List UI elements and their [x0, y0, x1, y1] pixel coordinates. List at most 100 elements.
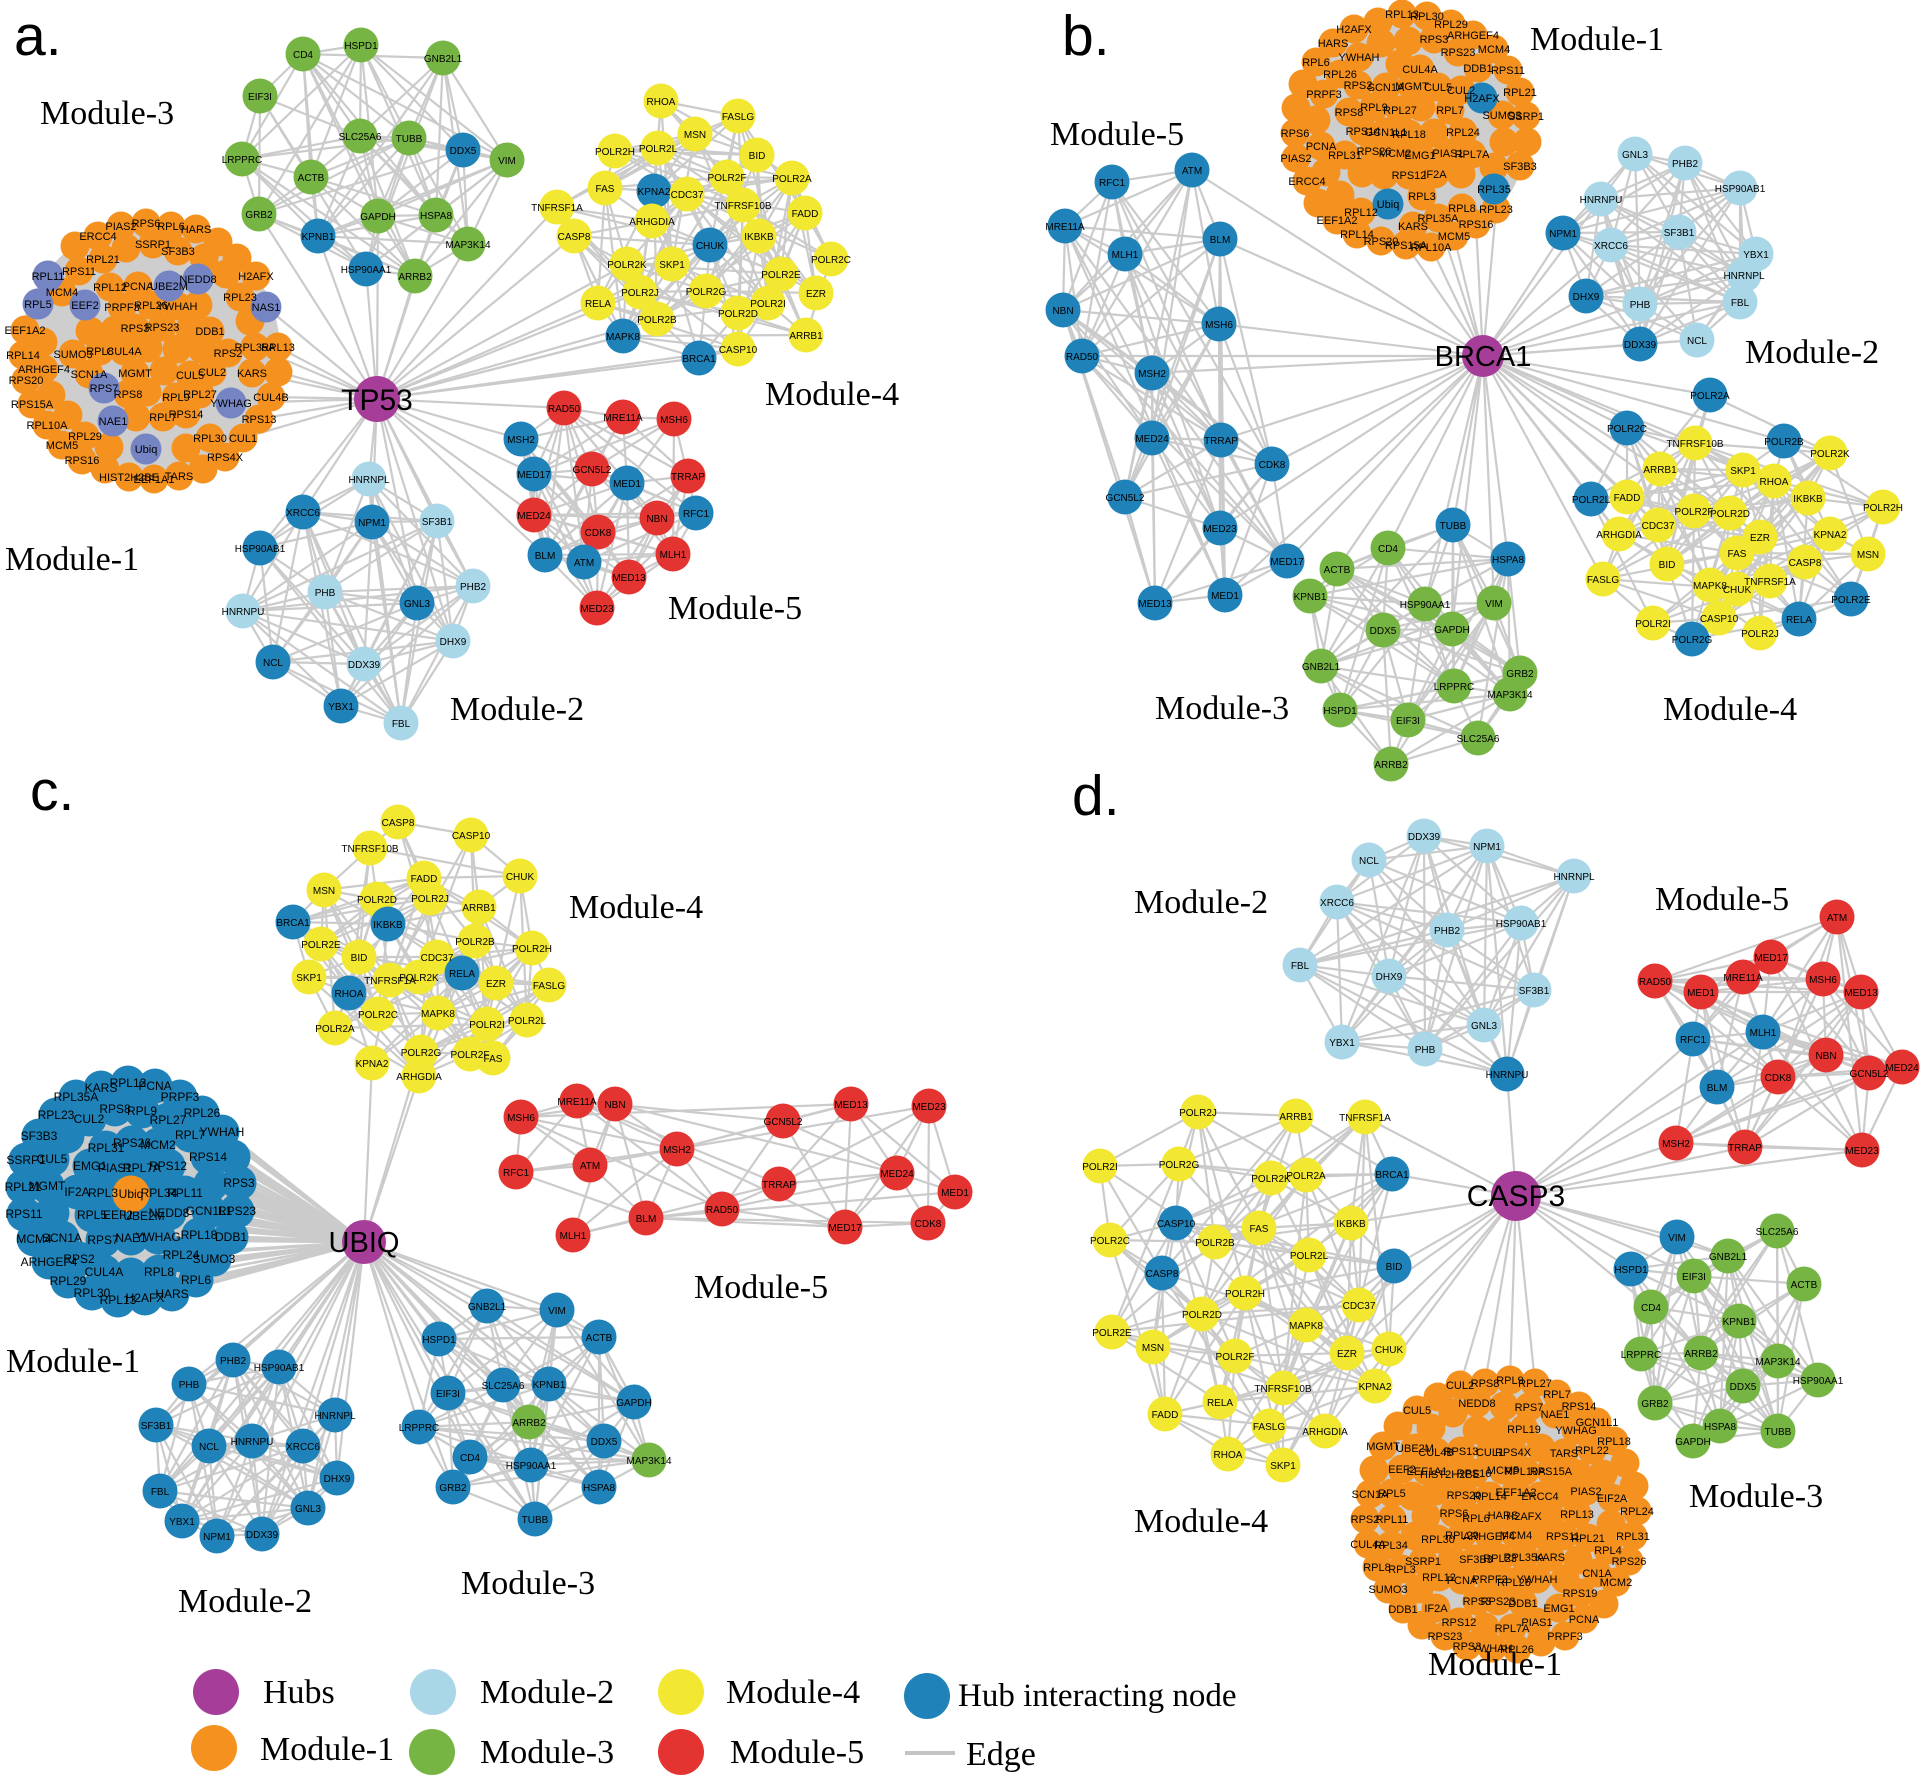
svg-text:KPNA2: KPNA2 [1814, 530, 1847, 541]
svg-text:KPNB1: KPNB1 [533, 1380, 566, 1391]
svg-text:RPS20: RPS20 [9, 375, 44, 387]
svg-text:IF2A: IF2A [1423, 169, 1447, 181]
svg-text:EEF2: EEF2 [103, 1208, 133, 1222]
svg-text:Hub interacting node: Hub interacting node [958, 1678, 1237, 1714]
svg-text:RELA: RELA [1207, 1398, 1233, 1409]
svg-text:RPL34: RPL34 [1374, 1540, 1408, 1552]
svg-text:POLR2A: POLR2A [315, 1024, 355, 1035]
svg-text:GRB2: GRB2 [1506, 669, 1534, 680]
svg-text:BID: BID [351, 953, 368, 964]
svg-text:POLR2B: POLR2B [1764, 437, 1804, 448]
svg-text:KPNB1: KPNB1 [1294, 592, 1327, 603]
svg-text:NPM1: NPM1 [203, 1532, 231, 1543]
svg-text:MCM2: MCM2 [1600, 1577, 1632, 1589]
svg-text:SKP1: SKP1 [1270, 1461, 1296, 1472]
svg-text:RPL10A: RPL10A [1411, 242, 1453, 254]
svg-text:RFC1: RFC1 [1680, 1035, 1707, 1046]
svg-text:MLH1: MLH1 [560, 1231, 587, 1242]
svg-text:IKBKB: IKBKB [373, 920, 403, 931]
svg-text:TNFRSF10B: TNFRSF10B [714, 201, 772, 212]
svg-text:NBN: NBN [1052, 306, 1073, 317]
svg-text:MED23: MED23 [912, 1102, 946, 1113]
svg-text:CUL1: CUL1 [229, 433, 257, 445]
svg-text:TUBB: TUBB [396, 134, 423, 145]
svg-text:RPS11: RPS11 [62, 266, 96, 278]
svg-text:CDK8: CDK8 [585, 528, 612, 539]
svg-text:RPS12: RPS12 [1442, 1617, 1477, 1629]
svg-text:KARS: KARS [85, 1081, 118, 1095]
svg-text:Module-4: Module-4 [765, 376, 899, 413]
svg-text:RPL9: RPL9 [1360, 102, 1388, 114]
svg-text:PHB2: PHB2 [220, 1356, 247, 1367]
svg-text:CD4: CD4 [460, 1453, 480, 1464]
svg-text:NAE1: NAE1 [1541, 1409, 1570, 1421]
svg-text:PIAS1: PIAS1 [1432, 148, 1463, 160]
svg-text:POLR2K: POLR2K [1251, 1174, 1291, 1185]
svg-text:Hubs: Hubs [263, 1674, 335, 1711]
svg-text:IF2A: IF2A [64, 1185, 89, 1199]
svg-text:PIAS1: PIAS1 [1521, 1617, 1552, 1629]
svg-text:HIST2H2BE: HIST2H2BE [1420, 1469, 1480, 1481]
svg-text:RPL21: RPL21 [86, 254, 120, 266]
svg-text:RFC1: RFC1 [503, 1168, 530, 1179]
svg-text:RPS20: RPS20 [1447, 1490, 1482, 1502]
svg-text:RPS16: RPS16 [1457, 1468, 1492, 1480]
svg-text:SF3B3: SF3B3 [161, 246, 195, 258]
svg-text:GNL3: GNL3 [1622, 150, 1649, 161]
svg-text:FASLG: FASLG [533, 981, 565, 992]
svg-text:RPL7: RPL7 [149, 412, 177, 424]
svg-text:BID: BID [1659, 560, 1676, 571]
svg-text:BRCA1: BRCA1 [1435, 341, 1532, 373]
svg-text:ERCC4: ERCC4 [1521, 1491, 1558, 1503]
svg-text:H2AFX: H2AFX [1464, 93, 1500, 105]
svg-text:RPS3: RPS3 [1463, 1596, 1492, 1608]
svg-text:SLC25A6: SLC25A6 [482, 1381, 525, 1392]
svg-text:TUBB: TUBB [1765, 1427, 1792, 1438]
svg-text:SLC25A6: SLC25A6 [1457, 734, 1500, 745]
svg-text:FADD: FADD [411, 874, 438, 885]
svg-text:FAS: FAS [1250, 1224, 1269, 1235]
svg-text:YWHAG: YWHAG [210, 398, 252, 410]
svg-text:RPL5: RPL5 [24, 299, 52, 311]
svg-text:FBL: FBL [1731, 298, 1750, 309]
svg-text:POLR2G: POLR2G [401, 1048, 442, 1059]
svg-text:ATM: ATM [574, 558, 594, 569]
svg-text:MED13: MED13 [1138, 599, 1172, 610]
svg-text:CDC37: CDC37 [1343, 1301, 1376, 1312]
svg-text:YWHAG: YWHAG [135, 1230, 180, 1244]
svg-text:RPL30: RPL30 [1421, 1534, 1455, 1546]
svg-text:RPL30: RPL30 [74, 1286, 111, 1300]
svg-text:RPL6: RPL6 [181, 1273, 211, 1287]
svg-text:POLR2I: POLR2I [1635, 619, 1671, 630]
svg-text:CASP10: CASP10 [1700, 614, 1739, 625]
svg-text:EEF1A2: EEF1A2 [1496, 1487, 1537, 1499]
svg-text:EZR: EZR [486, 979, 506, 990]
svg-text:PIAS2: PIAS2 [1570, 1486, 1601, 1498]
svg-text:EEF1A1: EEF1A1 [1407, 1466, 1448, 1478]
svg-text:RPL3: RPL3 [88, 1186, 118, 1200]
svg-text:MSH2: MSH2 [663, 1145, 691, 1156]
svg-text:NEDD8: NEDD8 [149, 1206, 190, 1220]
svg-text:MED1: MED1 [1687, 988, 1715, 999]
svg-text:ARHGEF4: ARHGEF4 [1463, 1531, 1515, 1543]
svg-text:POLR2A: POLR2A [772, 174, 812, 185]
svg-text:RPL26: RPL26 [184, 1106, 221, 1120]
svg-text:RPS7: RPS7 [1515, 1402, 1544, 1414]
svg-text:HIST2H2BE: HIST2H2BE [99, 472, 159, 484]
svg-text:POLR2L: POLR2L [639, 144, 678, 155]
svg-text:SUMO3: SUMO3 [193, 1252, 236, 1266]
svg-text:RHOA: RHOA [1760, 477, 1789, 488]
svg-text:RPS4X: RPS4X [207, 452, 244, 464]
svg-text:RPS14: RPS14 [169, 409, 204, 421]
svg-text:SF3B3: SF3B3 [1459, 1554, 1493, 1566]
svg-text:Module-3: Module-3 [40, 95, 174, 132]
svg-text:PRPF3: PRPF3 [1306, 89, 1341, 101]
svg-text:MAP3K14: MAP3K14 [1755, 1357, 1800, 1368]
svg-text:EIF3I: EIF3I [1682, 1272, 1706, 1283]
svg-text:ARRB1: ARRB1 [789, 331, 823, 342]
svg-text:YBX1: YBX1 [1743, 250, 1769, 261]
svg-text:RPL6: RPL6 [1462, 1513, 1490, 1525]
svg-text:MGMT: MGMT [1395, 81, 1429, 93]
svg-text:SCN1A: SCN1A [42, 1231, 82, 1245]
svg-text:TNFRSF10B: TNFRSF10B [341, 844, 399, 855]
